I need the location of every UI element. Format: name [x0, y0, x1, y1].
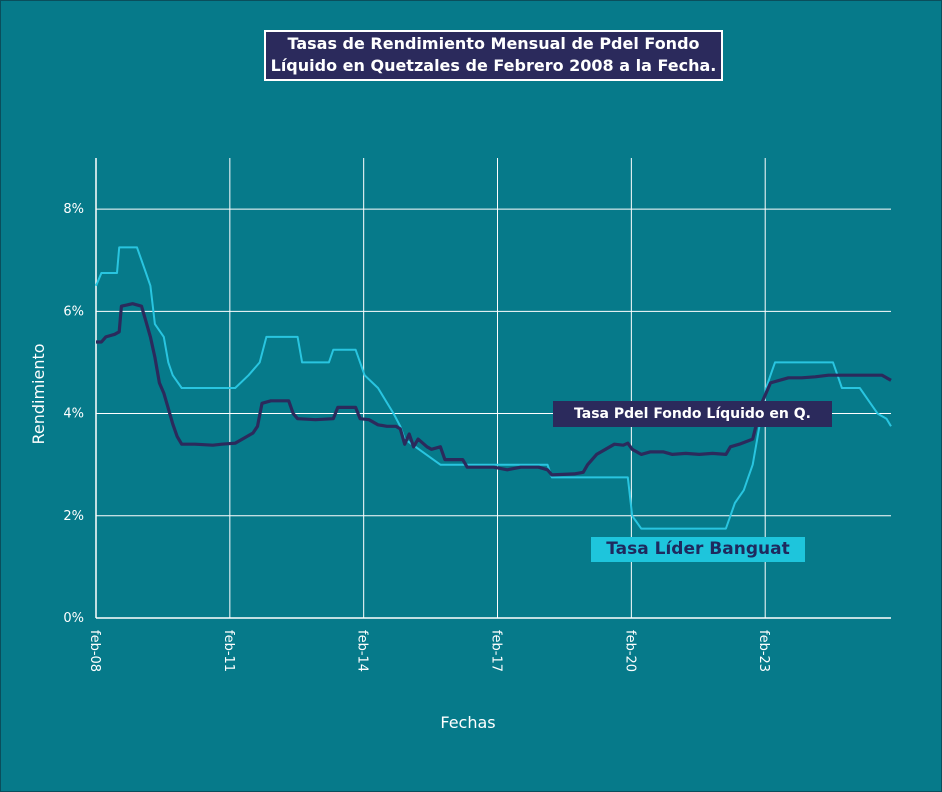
x-tick-label: feb-20	[622, 630, 637, 672]
y-tick-label: 6%	[63, 304, 84, 319]
y-tick-label: 4%	[63, 407, 84, 422]
series-label-fondo: Tasa Pdel Fondo Líquido en Q.	[553, 401, 832, 427]
series-label-banguat: Tasa Líder Banguat	[591, 537, 805, 562]
chart-title-line-1: Tasas de Rendimiento Mensual de Pdel Fon…	[287, 34, 700, 53]
chart-title-line-2: Líquido en Quetzales de Febrero 2008 a l…	[270, 56, 717, 75]
y-tick-label: 0%	[63, 611, 84, 626]
x-tick-label: feb-14	[355, 630, 370, 672]
series-lines	[95, 246, 892, 530]
x-tick-label: feb-11	[221, 630, 236, 672]
x-tick-label: feb-17	[489, 630, 504, 672]
x-tick-label: feb-23	[756, 630, 771, 672]
y-tick-label: 2%	[63, 509, 84, 524]
y-tick-label: 8%	[63, 202, 84, 217]
x-axis-title: Fechas	[440, 713, 495, 732]
y-axis-title: Rendimiento	[29, 343, 48, 444]
tick-labels: 0% 2% 4% 6% 8% feb-08 feb-11 feb-14 feb-17 feb-20…	[63, 202, 771, 672]
x-tick-label: feb-08	[87, 630, 102, 672]
series-line-fondo	[96, 302, 892, 477]
chart-title: Tasas de Rendimiento Mensual de Pdel Fon…	[264, 30, 723, 81]
series-line-banguat	[95, 246, 892, 530]
